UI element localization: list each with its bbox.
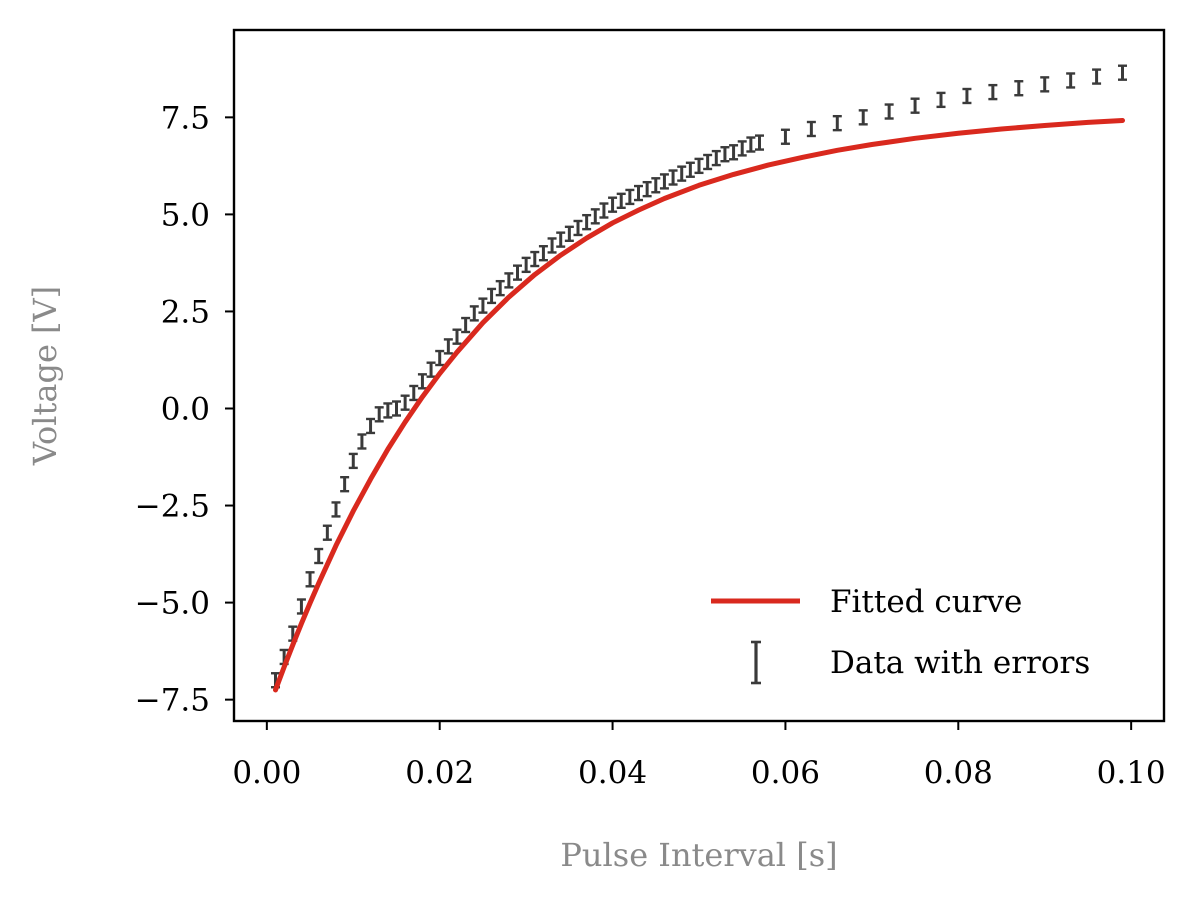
fitted-curve-line — [272, 117, 1126, 693]
error-bar — [357, 433, 367, 450]
error-bar — [461, 316, 471, 334]
error-bar — [564, 225, 574, 242]
error-bar — [642, 180, 652, 198]
error-bar — [426, 361, 436, 378]
error-bar — [668, 169, 678, 186]
error-bar — [729, 144, 739, 161]
y-tick-label: −7.5 — [135, 683, 210, 719]
error-bar — [348, 452, 358, 470]
error-bar — [884, 103, 894, 120]
error-bar — [590, 208, 600, 225]
error-bar — [452, 328, 462, 345]
error-bar — [780, 128, 790, 145]
error-bar — [806, 120, 816, 138]
error-bar — [755, 134, 765, 151]
x-axis: 0.00 0.02 0.04 0.06 0.08 0.10 — [232, 721, 1166, 791]
error-bar — [737, 140, 747, 157]
error-bar — [962, 87, 972, 105]
y-tick-label: 2.5 — [161, 294, 210, 330]
error-bar — [314, 547, 324, 565]
y-tick-label: 0.0 — [161, 391, 210, 427]
error-bar — [711, 149, 721, 167]
error-bar — [331, 501, 341, 518]
error-bar — [322, 524, 332, 541]
error-bar — [582, 213, 592, 231]
error-bar — [685, 161, 695, 178]
error-bar — [1040, 76, 1050, 93]
error-bar — [1014, 80, 1024, 97]
error-bar — [409, 384, 419, 402]
error-bar — [1118, 64, 1128, 81]
x-tick-label: 0.08 — [924, 755, 993, 791]
error-bar — [495, 279, 505, 297]
error-bar — [746, 136, 756, 153]
error-bar — [573, 219, 583, 237]
y-tick-label: 5.0 — [161, 197, 210, 233]
error-bar — [547, 237, 557, 254]
x-axis-title: Pulse Interval [s] — [560, 836, 837, 874]
error-bar — [651, 177, 661, 194]
y-axis-title: Voltage [V] — [26, 286, 64, 466]
error-bar — [608, 196, 618, 213]
error-bar — [391, 400, 401, 417]
error-bar — [599, 202, 609, 219]
error-bar — [720, 146, 730, 163]
error-bar — [703, 153, 713, 171]
error-bar — [469, 305, 479, 322]
error-bar — [443, 338, 453, 355]
y-axis: −7.5 −5.0 −2.5 0.0 2.5 5.0 7.5 — [135, 100, 234, 719]
error-bar — [487, 287, 497, 305]
x-tick-label: 0.06 — [751, 755, 820, 791]
error-bar — [677, 165, 687, 182]
error-bar — [512, 264, 522, 281]
error-bar — [340, 476, 350, 493]
legend: Fitted curve Data with errors — [711, 584, 1090, 685]
plot-marks — [270, 64, 1128, 693]
error-bar — [633, 184, 643, 202]
error-bar — [305, 571, 315, 588]
error-bar — [832, 114, 842, 132]
error-bar — [478, 297, 488, 314]
y-tick-label: 7.5 — [161, 100, 210, 136]
error-bar — [435, 349, 445, 367]
plot-frame — [232, 28, 1166, 723]
error-bar — [366, 417, 376, 435]
x-tick-label: 0.04 — [578, 755, 647, 791]
error-bar — [504, 272, 514, 289]
error-bar — [417, 373, 427, 390]
x-tick-label: 0.00 — [232, 755, 301, 791]
y-tick-label: −2.5 — [135, 489, 210, 525]
error-bar — [530, 250, 540, 268]
error-bar — [988, 83, 998, 101]
x-tick-label: 0.02 — [405, 755, 474, 791]
error-bar — [538, 245, 548, 262]
error-bar — [694, 157, 704, 175]
error-bar — [910, 97, 920, 114]
error-bar — [383, 402, 393, 419]
error-bar — [556, 231, 566, 248]
error-bar — [625, 188, 635, 206]
error-bar — [858, 109, 868, 126]
legend-label-data-with-errors: Data with errors — [830, 645, 1090, 681]
error-bar — [521, 256, 531, 274]
error-bar — [374, 406, 384, 423]
x-tick-label: 0.10 — [1097, 755, 1166, 791]
y-tick-label: −5.0 — [135, 586, 210, 622]
error-bar — [400, 394, 410, 411]
legend-label-fitted-curve: Fitted curve — [830, 584, 1022, 620]
error-bar — [659, 173, 669, 190]
error-bar — [936, 91, 946, 109]
error-bar — [1092, 68, 1102, 85]
legend-errorbar-swatch — [751, 640, 761, 685]
error-bar — [616, 192, 626, 209]
error-bar — [1066, 72, 1076, 89]
